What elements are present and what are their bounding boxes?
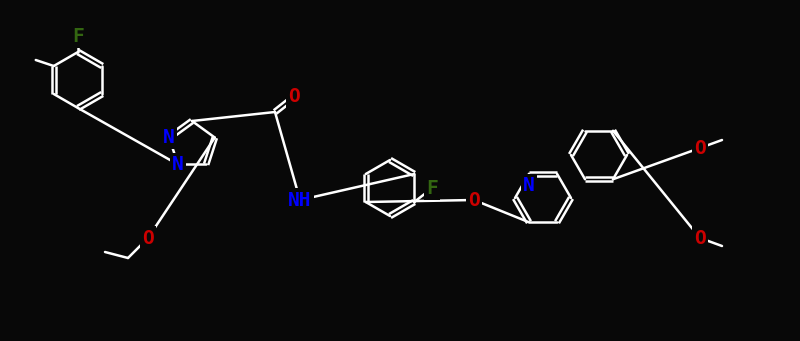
Text: O: O — [468, 191, 480, 209]
Text: N: N — [163, 128, 175, 147]
Text: O: O — [694, 138, 706, 158]
Text: N: N — [172, 155, 184, 174]
Text: F: F — [72, 27, 84, 45]
Text: F: F — [426, 178, 438, 197]
Text: O: O — [288, 88, 300, 106]
Text: N: N — [523, 176, 535, 195]
Text: NH: NH — [288, 191, 312, 209]
Text: O: O — [142, 228, 154, 248]
Text: O: O — [694, 228, 706, 248]
